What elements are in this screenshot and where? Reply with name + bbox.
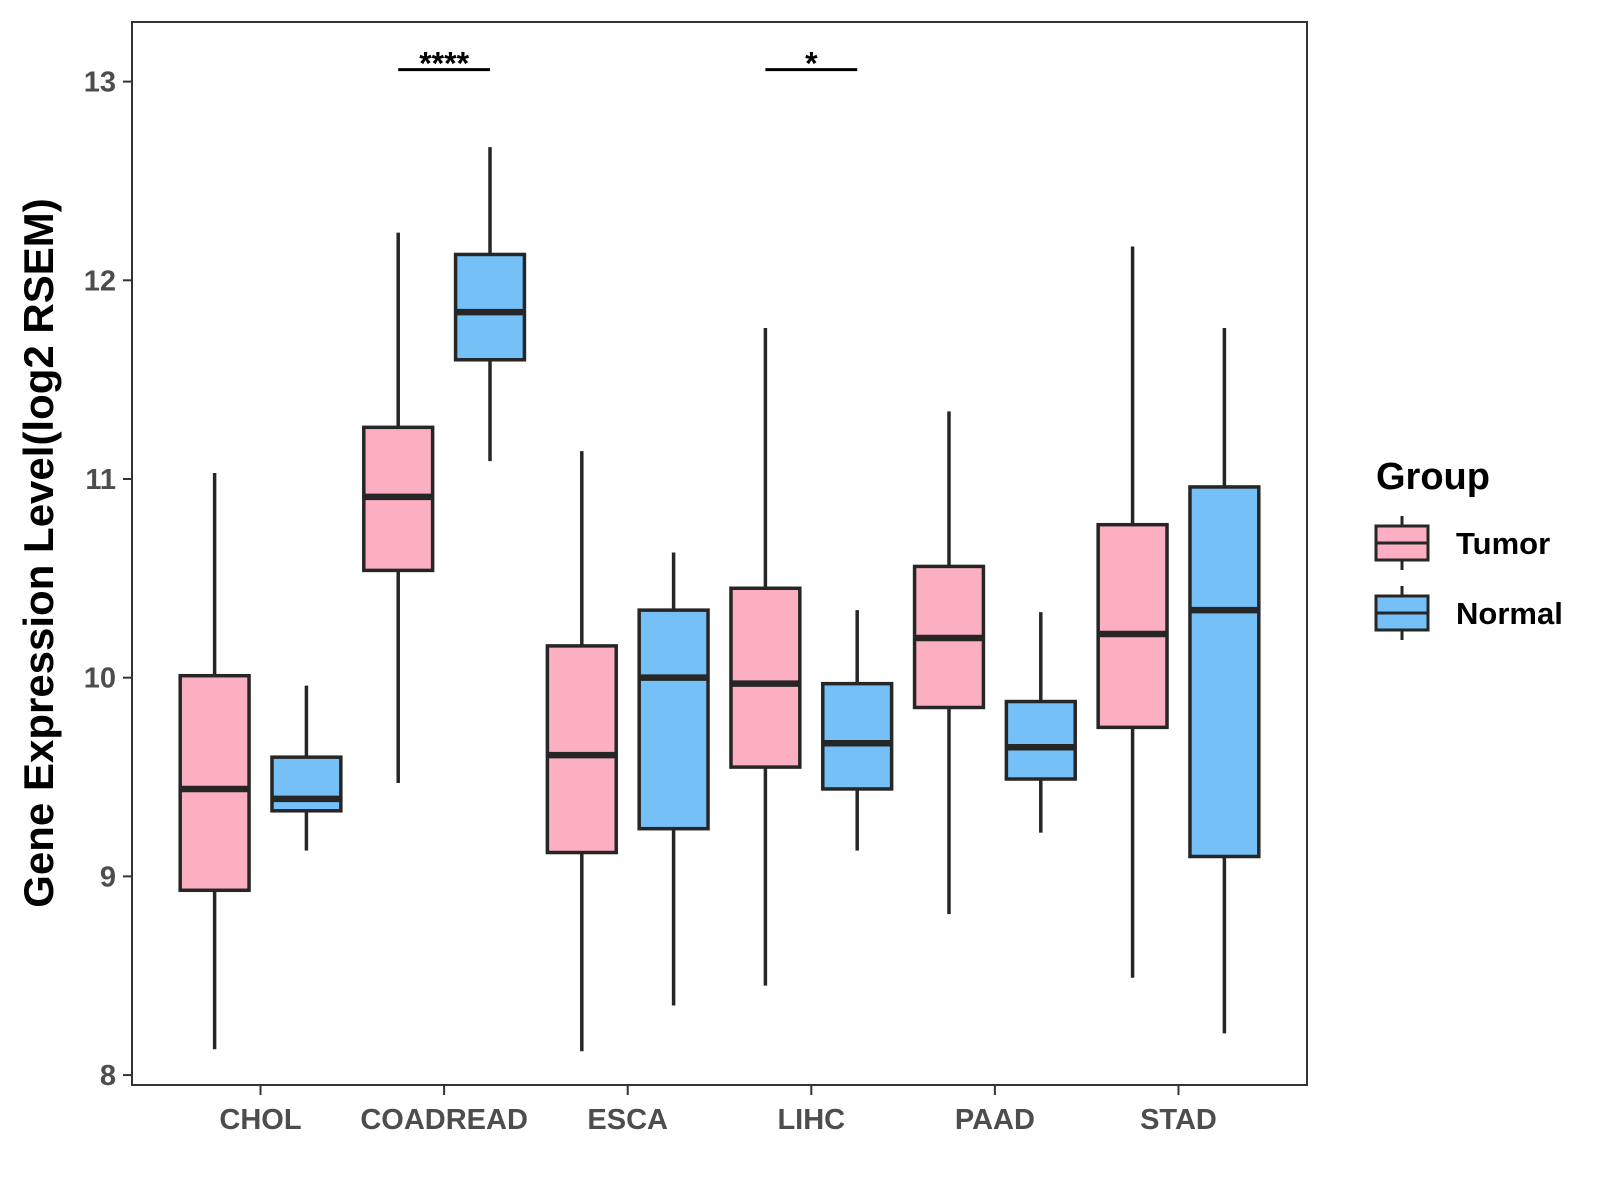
legend-item-tumor: Tumor — [1374, 516, 1550, 570]
y-tick-label: 13 — [84, 67, 116, 99]
box-normal-esca — [637, 552, 710, 1006]
legend-item-normal: Normal — [1374, 586, 1563, 640]
box-body — [270, 755, 343, 813]
box-body — [1096, 522, 1169, 730]
box-tumor-chol — [178, 473, 251, 1050]
legend-label: Normal — [1456, 596, 1563, 631]
legend-title: Group — [1376, 456, 1490, 498]
box-normal-paad — [1004, 612, 1077, 833]
box-body — [637, 608, 710, 831]
x-tick-label: COADREAD — [360, 1104, 528, 1136]
x-tick-label: PAAD — [955, 1104, 1035, 1136]
box-body — [453, 252, 527, 362]
legend-label: Tumor — [1456, 526, 1550, 561]
y-tick-label: 8 — [100, 1060, 116, 1092]
box-normal-stad — [1188, 327, 1261, 1034]
box-body — [821, 681, 894, 791]
plot-border — [131, 21, 1308, 1086]
x-axis: CHOL COADREAD ESCA LIHC PAAD STAD — [219, 1085, 1217, 1136]
box-normal-lihc — [821, 610, 894, 851]
y-tick-label: 11 — [85, 464, 116, 496]
box-normal-coadread — [453, 147, 527, 462]
x-tick-label: STAD — [1140, 1104, 1217, 1136]
box-body — [1004, 699, 1077, 781]
box-tumor-esca — [545, 451, 618, 1052]
plot-area: **** * — [178, 46, 1261, 1052]
legend: Group Tumor Normal — [1374, 456, 1563, 640]
box-body — [178, 673, 251, 893]
y-tick-label: 12 — [84, 265, 116, 297]
y-tick-label: 10 — [84, 663, 116, 695]
significance-label: **** — [419, 46, 469, 82]
box-tumor-coadread — [362, 232, 435, 783]
y-axis: 8 9 10 11 12 13 — [84, 67, 132, 1092]
x-tick-label: CHOL — [219, 1104, 301, 1136]
significance-label: * — [805, 46, 818, 82]
box-normal-chol — [270, 685, 343, 851]
x-tick-label: LIHC — [777, 1104, 845, 1136]
y-tick-label: 9 — [100, 861, 116, 893]
box-tumor-paad — [912, 411, 986, 915]
box-body — [729, 586, 802, 769]
y-axis-title: Gene Expression Level(log2 RSEM) — [15, 198, 62, 908]
box-tumor-lihc — [729, 327, 802, 986]
box-body — [545, 644, 618, 855]
x-tick-label: ESCA — [587, 1104, 668, 1136]
box-body — [1188, 485, 1261, 859]
box-tumor-stad — [1096, 246, 1169, 978]
